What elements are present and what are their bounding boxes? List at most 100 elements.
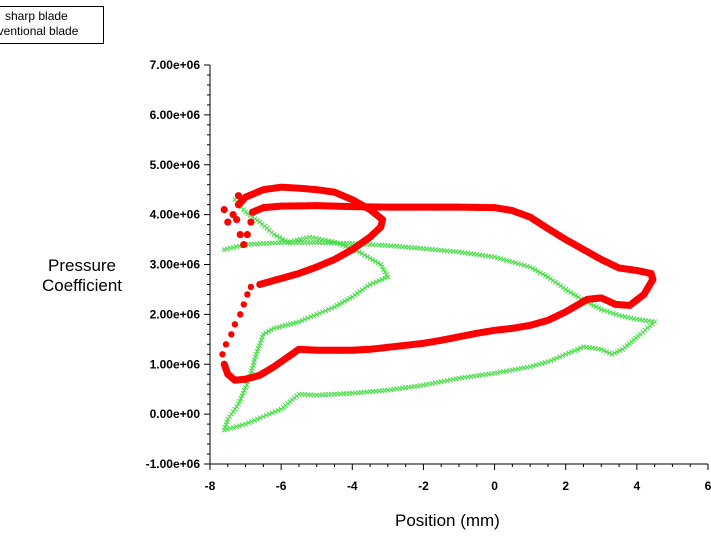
data-point bbox=[521, 262, 527, 268]
data-point bbox=[247, 218, 255, 226]
y-tick-label: 5.00e+06 bbox=[150, 158, 201, 172]
data-point bbox=[219, 351, 226, 358]
data-point bbox=[372, 258, 378, 264]
data-point bbox=[285, 239, 291, 245]
axes: -1.00e+06 0.00e+00 1.00e+06 2.00e+06 3.00e+0… bbox=[146, 58, 711, 493]
data-point bbox=[326, 306, 332, 312]
data-point bbox=[234, 192, 243, 200]
data-point bbox=[243, 384, 249, 391]
y-tick-label: 2.00e+06 bbox=[150, 307, 201, 321]
data-point bbox=[272, 409, 278, 415]
data-point bbox=[565, 288, 571, 294]
data-point bbox=[235, 401, 242, 407]
data-point bbox=[343, 243, 349, 250]
data-point bbox=[524, 263, 530, 269]
data-point bbox=[296, 319, 302, 325]
data-point bbox=[604, 349, 610, 355]
y-tick-label: 7.00e+06 bbox=[150, 58, 201, 72]
data-point bbox=[237, 311, 244, 318]
data-point bbox=[601, 307, 607, 313]
data-point bbox=[257, 340, 263, 346]
data-point bbox=[370, 257, 376, 263]
x-tick-label: -8 bbox=[205, 479, 216, 493]
data-point bbox=[277, 235, 283, 241]
legend: sharp blade nventional blade bbox=[0, 6, 104, 44]
data-point bbox=[220, 206, 228, 214]
data-point bbox=[555, 281, 561, 287]
y-axis-label-line1: Pressure bbox=[47, 256, 117, 275]
data-point bbox=[554, 355, 560, 361]
data-point bbox=[243, 230, 251, 239]
data-point bbox=[354, 290, 360, 296]
data-point bbox=[337, 301, 343, 307]
series-conventional-blade bbox=[221, 197, 658, 433]
x-tick-label: 2 bbox=[562, 479, 569, 493]
data-point bbox=[610, 310, 616, 316]
data-point bbox=[375, 260, 381, 266]
data-point bbox=[500, 256, 507, 263]
data-point bbox=[569, 349, 575, 355]
data-point bbox=[591, 302, 597, 309]
data-point bbox=[381, 266, 387, 273]
data-point bbox=[227, 425, 233, 431]
data-point bbox=[334, 302, 340, 309]
data-point bbox=[352, 292, 358, 298]
data-point bbox=[577, 345, 584, 351]
data-point bbox=[596, 305, 602, 311]
data-point bbox=[370, 280, 376, 286]
data-point bbox=[551, 356, 557, 362]
data-point bbox=[494, 255, 501, 261]
data-point bbox=[518, 261, 524, 268]
data-point bbox=[224, 218, 232, 226]
data-point bbox=[260, 414, 266, 420]
data-point bbox=[362, 252, 368, 258]
data-point bbox=[515, 261, 521, 267]
data-point bbox=[231, 321, 239, 328]
data-point bbox=[509, 259, 515, 265]
data-point bbox=[382, 269, 388, 275]
data-point bbox=[367, 281, 373, 288]
data-point bbox=[349, 294, 355, 300]
data-point bbox=[364, 254, 370, 260]
data-point bbox=[221, 361, 228, 368]
data-point bbox=[344, 297, 350, 303]
data-point bbox=[280, 236, 286, 242]
data-point bbox=[614, 349, 620, 355]
data-point bbox=[572, 347, 578, 354]
data-point bbox=[244, 291, 251, 298]
data-point bbox=[560, 285, 566, 291]
data-point bbox=[240, 240, 248, 249]
data-point bbox=[550, 277, 556, 284]
data-point bbox=[339, 300, 345, 306]
data-point bbox=[266, 411, 272, 417]
data-point bbox=[560, 352, 566, 359]
data-point bbox=[256, 343, 262, 349]
data-point bbox=[234, 201, 243, 209]
data-point bbox=[302, 316, 308, 322]
data-point bbox=[512, 260, 518, 266]
y-tick-label: -1.00e+06 bbox=[146, 457, 201, 471]
legend-entry-1: nventional blade bbox=[0, 24, 79, 38]
data-point bbox=[547, 276, 554, 282]
data-point bbox=[382, 275, 388, 281]
y-tick-label: 1.00e+06 bbox=[150, 357, 201, 371]
data-point bbox=[308, 314, 314, 320]
data-point bbox=[230, 409, 236, 415]
data-point bbox=[320, 309, 326, 315]
data-point bbox=[609, 351, 615, 357]
data-point bbox=[328, 305, 335, 311]
data-point bbox=[263, 330, 269, 336]
data-point bbox=[269, 410, 275, 416]
data-point bbox=[373, 279, 379, 285]
data-point bbox=[575, 346, 581, 352]
x-tick-label: -4 bbox=[347, 479, 358, 493]
data-point bbox=[539, 360, 545, 366]
data-point bbox=[607, 309, 613, 315]
data-point bbox=[545, 274, 551, 280]
data-point bbox=[247, 283, 255, 291]
y-axis-label-line2: Coefficient bbox=[41, 276, 122, 295]
data-point bbox=[378, 261, 384, 268]
y-tick-label: 4.00e+06 bbox=[150, 208, 201, 222]
data-point bbox=[240, 301, 247, 308]
data-point bbox=[613, 311, 619, 317]
